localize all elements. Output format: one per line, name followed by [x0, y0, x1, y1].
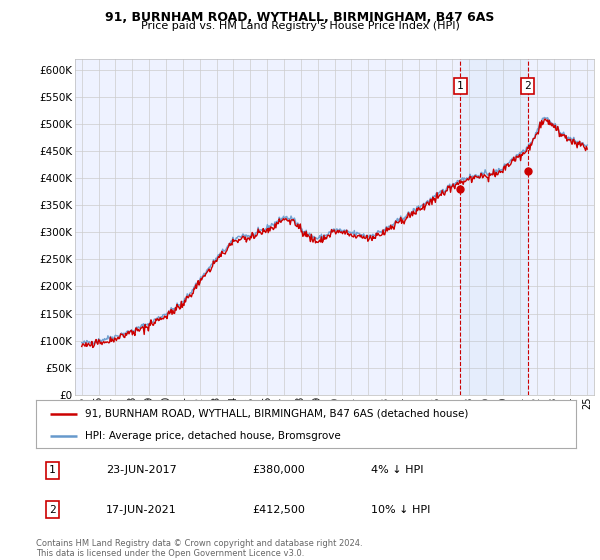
Text: 10% ↓ HPI: 10% ↓ HPI [371, 505, 430, 515]
Text: Contains HM Land Registry data © Crown copyright and database right 2024.
This d: Contains HM Land Registry data © Crown c… [36, 539, 362, 558]
Text: £380,000: £380,000 [252, 465, 305, 475]
Text: 1: 1 [457, 81, 464, 91]
Text: HPI: Average price, detached house, Bromsgrove: HPI: Average price, detached house, Brom… [85, 431, 340, 441]
Text: 2: 2 [49, 505, 56, 515]
Bar [460, 59, 527, 395]
Text: 4% ↓ HPI: 4% ↓ HPI [371, 465, 424, 475]
Text: 23-JUN-2017: 23-JUN-2017 [106, 465, 177, 475]
Text: 91, BURNHAM ROAD, WYTHALL, BIRMINGHAM, B47 6AS: 91, BURNHAM ROAD, WYTHALL, BIRMINGHAM, B… [106, 11, 494, 24]
Text: Price paid vs. HM Land Registry's House Price Index (HPI): Price paid vs. HM Land Registry's House … [140, 21, 460, 31]
Text: 91, BURNHAM ROAD, WYTHALL, BIRMINGHAM, B47 6AS (detached house): 91, BURNHAM ROAD, WYTHALL, BIRMINGHAM, B… [85, 409, 468, 419]
Text: 1: 1 [49, 465, 56, 475]
Text: 17-JUN-2021: 17-JUN-2021 [106, 505, 177, 515]
Text: 2: 2 [524, 81, 531, 91]
Text: £412,500: £412,500 [252, 505, 305, 515]
